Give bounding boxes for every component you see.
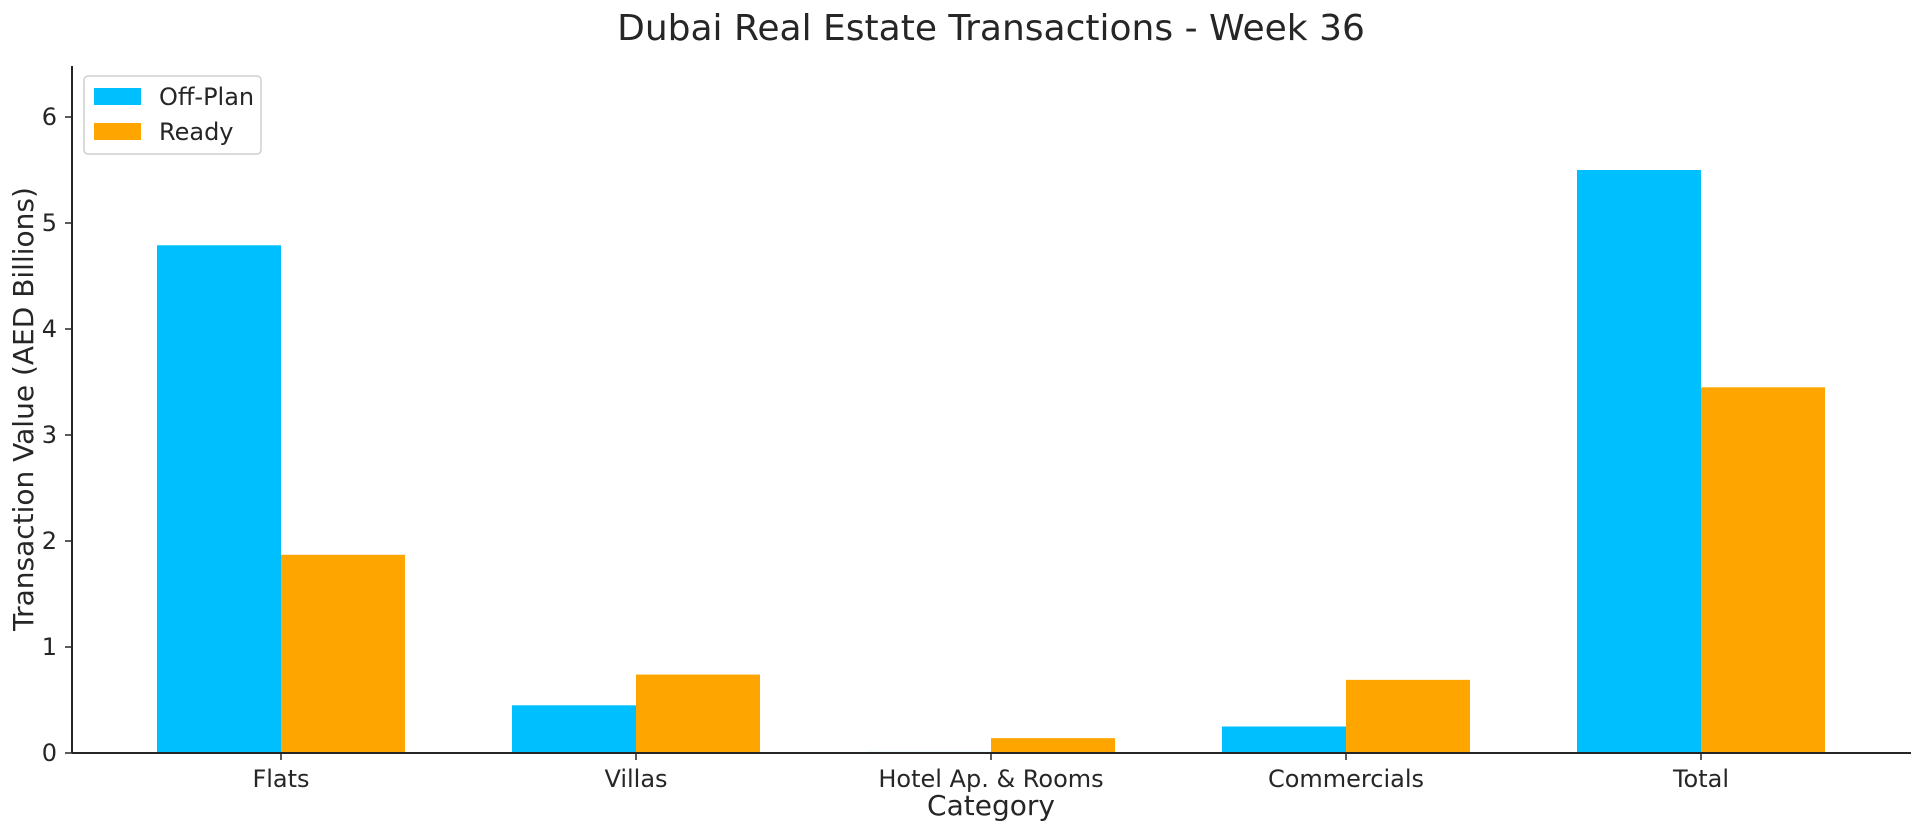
x-ticks-group: Flats Villas Hotel Ap. & Rooms Commercials T… xyxy=(252,753,1729,793)
y-tick-label: 2 xyxy=(42,527,57,555)
bar-ready-commercials xyxy=(1346,679,1470,753)
x-axis-label: Category xyxy=(927,789,1055,822)
bar-ready-villas xyxy=(636,674,760,753)
x-tick-label: Villas xyxy=(604,765,667,793)
x-tick-label: Hotel Ap. & Rooms xyxy=(878,765,1103,793)
bar-off-plan-villas xyxy=(512,705,636,753)
y-tick-label: 0 xyxy=(42,739,57,767)
bar-ready-total xyxy=(1701,387,1825,753)
legend-label-off-plan: Off-Plan xyxy=(159,83,254,111)
legend-swatch-off-plan xyxy=(94,88,141,105)
bars-group xyxy=(157,170,1825,753)
bar-off-plan-flats xyxy=(157,245,281,753)
legend: Off-Plan Ready xyxy=(83,75,262,155)
bar-ready-flats xyxy=(281,554,405,753)
legend-swatch-ready xyxy=(94,123,141,140)
legend-label-ready: Ready xyxy=(159,118,234,146)
x-tick-label: Commercials xyxy=(1268,765,1424,793)
bar-ready-hotel-ap-rooms xyxy=(991,738,1115,753)
x-tick-label: Flats xyxy=(252,765,309,793)
y-tick-label: 5 xyxy=(42,209,57,237)
y-ticks-group: 0 1 2 3 4 5 6 xyxy=(42,103,72,767)
x-tick-label: Total xyxy=(1672,765,1729,793)
y-tick-label: 6 xyxy=(42,103,57,131)
y-axis-label: Transaction Value (AED Billions) xyxy=(7,187,40,632)
bar-off-plan-commercials xyxy=(1222,726,1346,753)
y-tick-label: 4 xyxy=(42,315,57,343)
y-tick-label: 1 xyxy=(42,633,57,661)
bar-off-plan-total xyxy=(1577,170,1701,753)
y-tick-label: 3 xyxy=(42,421,57,449)
chart-title: Dubai Real Estate Transactions - Week 36 xyxy=(617,8,1365,49)
